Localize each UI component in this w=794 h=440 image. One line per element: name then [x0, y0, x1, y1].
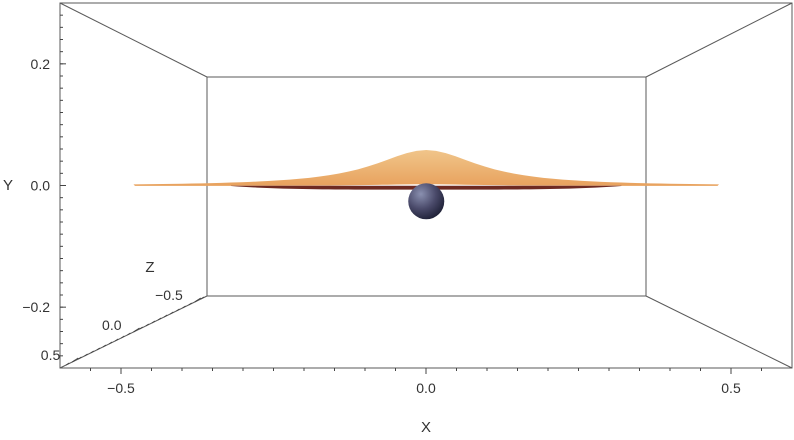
- z-minor-tick: [145, 323, 150, 327]
- z-minor-tick: [84, 353, 88, 357]
- x-tick-label: −0.5: [107, 380, 135, 396]
- x-tick-label: 0.5: [721, 380, 741, 396]
- z-minor-tick: [200, 296, 205, 300]
- x-axis: −0.5 0.0 0.5 X: [90, 368, 762, 436]
- sphere-layer: [408, 183, 445, 220]
- x-axis-title: X: [421, 419, 431, 436]
- z-minor-tick: [114, 338, 119, 342]
- z-minor-tick: [151, 320, 156, 324]
- z-axis: −0.5 0.0 0.5 Z: [41, 259, 205, 366]
- z-axis-title: Z: [145, 259, 154, 276]
- y-axis-title: Y: [3, 177, 13, 194]
- z-tick-label: 0.0: [102, 317, 122, 333]
- y-tick-label: −0.2: [22, 299, 50, 315]
- z-minor-tick: [176, 308, 180, 312]
- box-depth-edge: [645, 2, 793, 78]
- z-minor-tick: [133, 329, 137, 333]
- z-minor-tick: [108, 341, 113, 345]
- z-minor-tick: [188, 302, 192, 306]
- z-tick-label: 0.5: [41, 347, 61, 363]
- z-minor-tick: [169, 311, 174, 315]
- z-tick-label: −0.5: [155, 287, 183, 303]
- z-minor-tick: [182, 305, 186, 309]
- z-minor-tick: [120, 335, 125, 339]
- box-depth-edge: [59, 2, 208, 78]
- y-tick-label: 0.0: [31, 178, 51, 194]
- z-minor-tick: [71, 359, 76, 363]
- z-minor-tick: [139, 326, 143, 330]
- y-axis: −0.2 0.0 0.2 Y: [3, 14, 66, 357]
- sphere: [408, 183, 445, 220]
- z-minor-tick: [157, 317, 162, 321]
- z-minor-tick: [194, 299, 199, 303]
- z-minor-tick: [78, 356, 82, 360]
- x-tick-label: 0.0: [416, 380, 436, 396]
- z-minor-tick: [127, 332, 131, 336]
- z-minor-tick: [163, 314, 168, 318]
- z-minor-tick: [102, 344, 107, 348]
- z-minor-tick: [96, 347, 101, 351]
- z-minor-tick: [90, 350, 94, 354]
- surface-body: [133, 149, 719, 186]
- y-tick-label: 0.2: [31, 56, 51, 72]
- z-minor-tick: [65, 362, 70, 366]
- box-depth-edge: [645, 295, 793, 369]
